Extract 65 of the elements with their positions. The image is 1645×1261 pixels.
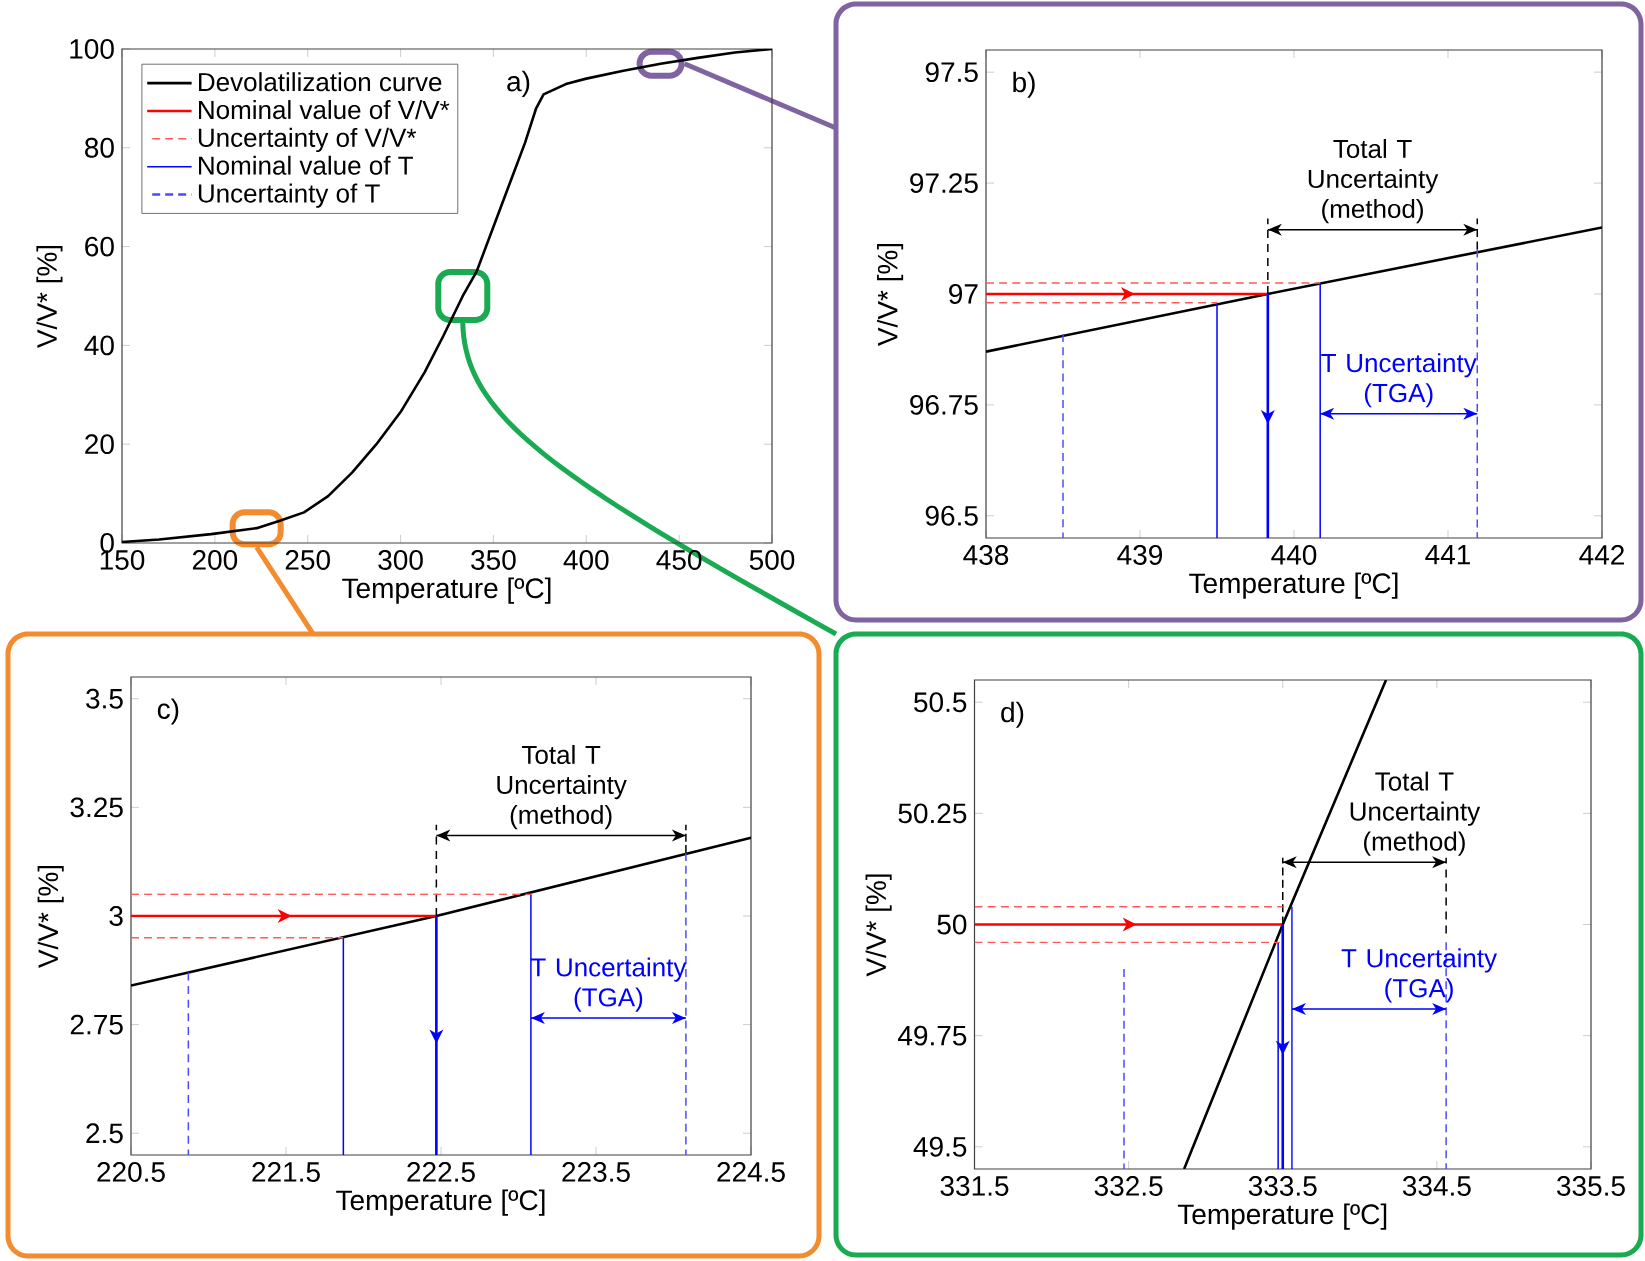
y-tick-label: 2.75 xyxy=(70,1014,123,1035)
x-tick-label: 350 xyxy=(471,550,516,570)
x-tick-label: 222.5 xyxy=(407,1162,475,1182)
y-tick-label: 50.25 xyxy=(898,803,967,824)
annotation: a) xyxy=(507,70,530,97)
x-tick-label: 334.5 xyxy=(1402,1176,1471,1196)
x-tick-label: 224.5 xyxy=(717,1162,785,1182)
y-tick-label: 3.25 xyxy=(70,797,123,818)
annotation: Total T Uncertainty (method) xyxy=(1308,139,1439,224)
annotation: c) xyxy=(157,698,179,725)
y-axis-title: V/V* [%] xyxy=(37,865,64,968)
y-tick-label: 97.25 xyxy=(910,173,978,193)
y-tick-label: 96.5 xyxy=(925,505,978,526)
y-tick-label: 3 xyxy=(109,906,123,926)
y-tick-label: 49.75 xyxy=(898,1025,967,1046)
legend-label: Uncertainty of V/V* xyxy=(198,127,417,153)
annotation: d) xyxy=(1001,701,1024,728)
x-tick-label: 439 xyxy=(1117,545,1163,565)
x-tick-label: 332.5 xyxy=(1094,1176,1163,1196)
x-tick-label: 300 xyxy=(378,550,423,570)
x-tick-label: 442 xyxy=(1579,545,1624,565)
annotation: Total T Uncertainty (method) xyxy=(1350,771,1481,856)
y-tick-label: 50 xyxy=(937,914,967,935)
x-tick-label: 450 xyxy=(656,550,702,570)
y-tick-label: 20 xyxy=(85,434,114,455)
y-tick-label: 97.5 xyxy=(925,62,978,83)
y-axis-title: V/V* [%] xyxy=(877,243,904,346)
annotation: b) xyxy=(1013,71,1035,98)
x-tick-label: 250 xyxy=(285,550,330,570)
x-tick-label: 441 xyxy=(1425,545,1470,565)
y-tick-label: 2.5 xyxy=(86,1123,123,1144)
y-tick-label: 50.5 xyxy=(914,692,967,713)
y-tick-label: 96.75 xyxy=(910,394,978,415)
x-tick-label: 333.5 xyxy=(1248,1176,1317,1196)
legend-label: Devolatilization curve xyxy=(199,72,442,92)
x-tick-label: 400 xyxy=(563,550,609,570)
x-tick-label: 220.5 xyxy=(97,1162,165,1182)
x-tick-label: 500 xyxy=(749,550,795,570)
annotation: T Uncertainty (TGA) xyxy=(1341,948,1498,1003)
x-tick-label: 200 xyxy=(192,550,238,570)
line-series xyxy=(122,48,772,543)
x-tick-label: 331.5 xyxy=(940,1176,1009,1196)
x-axis-title: Temperature [ºC] xyxy=(1189,572,1398,599)
y-tick-label: 40 xyxy=(84,335,114,356)
x-tick-label: 438 xyxy=(963,545,1009,565)
annotation: T Uncertainty (TGA) xyxy=(1321,353,1477,408)
y-tick-label: 80 xyxy=(85,137,114,158)
y-tick-label: 3.5 xyxy=(86,688,123,709)
x-axis-title: Temperature [ºC] xyxy=(1177,1203,1387,1230)
annotation: Total T Uncertainty (method) xyxy=(497,744,627,830)
x-tick-label: 223.5 xyxy=(562,1162,630,1182)
y-tick-label: 100 xyxy=(70,39,114,59)
x-axis-title: Temperature [ºC] xyxy=(342,577,551,604)
y-tick-label: 97 xyxy=(949,284,978,304)
y-axis-title: V/V* [%] xyxy=(865,874,892,977)
legend-label: Nominal value of V/V* xyxy=(199,100,450,120)
x-tick-label: 221.5 xyxy=(252,1162,320,1182)
x-tick-label: 440 xyxy=(1271,545,1317,565)
x-tick-label: 335.5 xyxy=(1557,1176,1625,1196)
legend-label: Nominal value of T xyxy=(199,155,413,175)
y-axis-title: V/V* [%] xyxy=(36,245,63,348)
y-tick-label: 60 xyxy=(85,236,114,257)
legend-label: Uncertainty of T xyxy=(198,183,380,208)
x-axis-title: Temperature [ºC] xyxy=(336,1189,545,1216)
y-tick-label: 49.5 xyxy=(913,1136,967,1157)
